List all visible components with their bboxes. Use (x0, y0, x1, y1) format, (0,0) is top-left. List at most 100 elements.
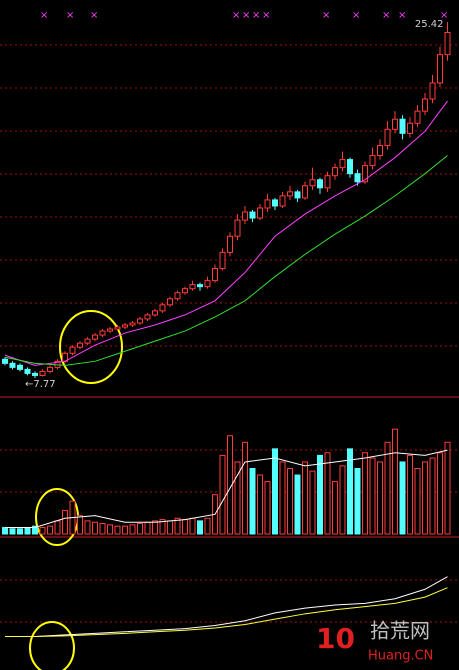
indicator-line (5, 576, 448, 637)
candle-body (167, 298, 173, 306)
volume-bar (84, 520, 91, 535)
volume-bar (174, 517, 181, 535)
candle-body (414, 110, 421, 124)
indicator-line (5, 449, 448, 528)
watermark: 10 拾荒网 Huang.CN (316, 619, 433, 664)
volume-bar (32, 525, 38, 535)
candle-body (204, 280, 211, 288)
volume-bar (362, 452, 368, 535)
volume-bar (354, 468, 361, 535)
candle-body (309, 179, 316, 187)
volume-bar (17, 528, 23, 535)
volume-bar (294, 474, 301, 535)
candle-body (242, 211, 248, 221)
volume-bar (377, 461, 383, 535)
candle-body (107, 328, 113, 332)
volume-bar (272, 448, 278, 535)
volume-bar (122, 525, 128, 535)
volume-bar (399, 461, 406, 535)
volume-bar (107, 524, 113, 535)
price-annotation: ←7.77 (25, 379, 56, 390)
volume-bar (332, 481, 338, 535)
candle-body (362, 165, 368, 183)
candle-body (354, 173, 361, 183)
candle-body (384, 128, 391, 146)
volume-bar (219, 454, 226, 535)
volume-bar (152, 520, 158, 535)
candle-body (39, 370, 46, 376)
svg-text:×: × (398, 10, 406, 21)
candle-body (189, 284, 196, 290)
candle-body (152, 310, 158, 316)
svg-text:×: × (382, 10, 390, 21)
candle-body (197, 284, 203, 288)
candle-body (332, 167, 338, 177)
indicator-line (5, 587, 448, 637)
volume-bar (204, 517, 211, 535)
price-annotation: 25.42 (415, 19, 444, 30)
volume-bar (279, 461, 286, 535)
candle-body (347, 159, 353, 175)
volume-bar (302, 461, 308, 535)
candle-body (324, 175, 331, 189)
svg-text:×: × (322, 10, 330, 21)
volume-bar (182, 519, 188, 535)
candle-body (212, 268, 218, 282)
volume-bar (39, 526, 46, 535)
indicator-line (4, 155, 448, 366)
highlight-circles (29, 310, 123, 670)
candle-body (317, 179, 323, 189)
volume-bar (257, 474, 263, 535)
candle-body (137, 318, 143, 324)
svg-text:×: × (252, 10, 260, 21)
candle-body (69, 346, 76, 354)
volume-bar (62, 509, 68, 535)
candle-body (234, 219, 241, 237)
watermark-name: 拾荒网 (370, 619, 430, 643)
volume-bar (249, 468, 256, 535)
volume-bar (234, 461, 241, 535)
volume-bar (287, 468, 293, 535)
svg-text:×: × (90, 10, 98, 21)
volume-bar (437, 452, 443, 535)
volume-bar (407, 454, 413, 535)
volume-bar (54, 520, 61, 535)
volume-bar (414, 468, 421, 535)
volume-bar (92, 521, 98, 535)
candle-body (444, 31, 451, 56)
volume-bar (99, 523, 106, 535)
candle-body (294, 191, 301, 199)
candle-body (219, 251, 226, 270)
volume-bar (9, 528, 16, 535)
candle-body (369, 155, 376, 167)
svg-text:×: × (232, 10, 240, 21)
volume-bar (444, 441, 451, 535)
svg-text:×: × (40, 10, 48, 21)
volume-bar (347, 448, 353, 535)
volume-bar (77, 515, 83, 535)
candle-body (264, 199, 271, 209)
candle-body (302, 185, 308, 199)
volume-bar (144, 521, 151, 535)
svg-text:×: × (262, 10, 270, 21)
candle-body (9, 362, 16, 368)
watermark-logo: 10 (316, 622, 355, 655)
candle-body (437, 54, 443, 84)
svg-text:×: × (242, 10, 250, 21)
candle-body (99, 330, 106, 336)
volume-bar (339, 465, 346, 535)
candle-body (257, 207, 263, 219)
volume-bar (129, 524, 136, 535)
volume-bar (317, 454, 323, 535)
candle-body (377, 144, 383, 157)
candle-body (174, 292, 181, 300)
volume-bar (309, 470, 316, 535)
volume-bar (227, 435, 233, 535)
candle-body (47, 366, 53, 372)
candle-body (279, 195, 286, 207)
volume-bar (392, 428, 398, 535)
volume-bar (24, 526, 31, 535)
candle-body (84, 338, 91, 344)
volume-bar (167, 520, 173, 535)
